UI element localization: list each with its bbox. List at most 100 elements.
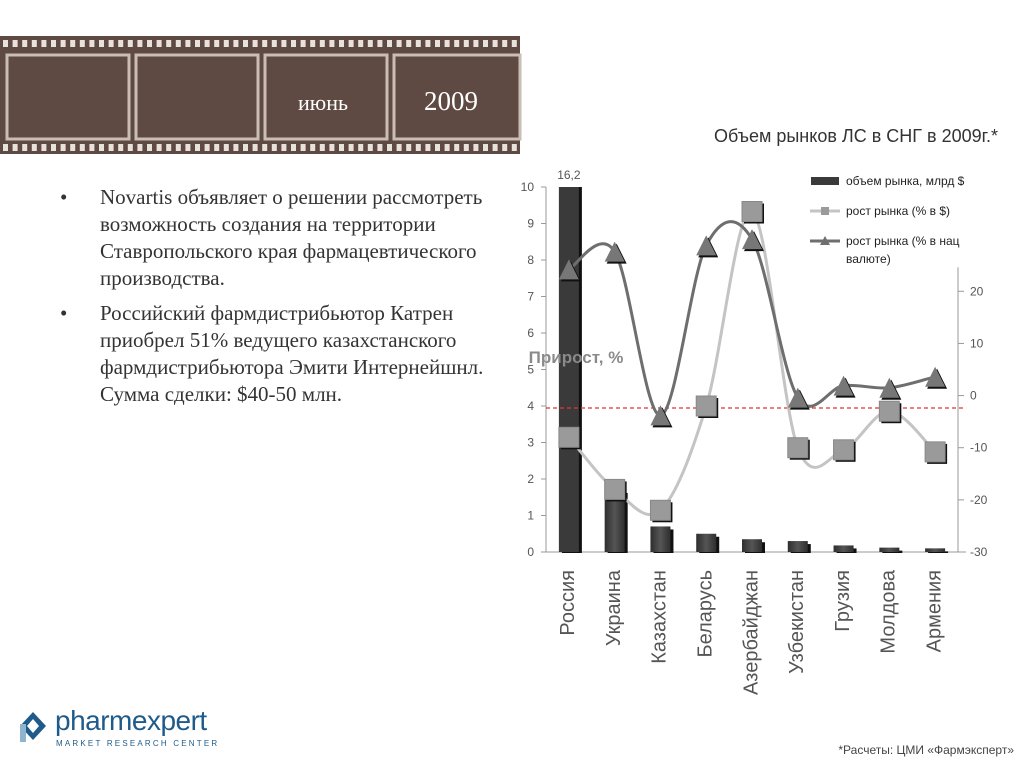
marker: [924, 441, 946, 463]
y-tick-label: 10: [521, 180, 535, 194]
hole: [262, 40, 268, 47]
hole: [166, 144, 172, 151]
legend: объем рынка, млрд $ рост рынка (% в $) р…: [810, 172, 980, 280]
hole: [415, 40, 421, 47]
bar: [879, 547, 900, 552]
x-tick-label: Украина: [603, 569, 625, 646]
hole: [396, 144, 402, 151]
bullet: Российский фармдистрибьютор Катрен приоб…: [60, 300, 492, 408]
hole: [435, 144, 440, 151]
marker: [649, 499, 671, 521]
hole: [185, 40, 191, 47]
month: июнь: [298, 90, 349, 115]
bar: [742, 539, 762, 552]
y2-tick-label: 10: [970, 336, 984, 350]
y-tick-label: 1: [527, 509, 534, 523]
hole: [233, 144, 239, 151]
bullet-list: Novartis объявляет о решении рассмотреть…: [60, 184, 492, 416]
hole: [60, 40, 66, 47]
y-tick-label: 8: [527, 253, 534, 267]
hole: [271, 40, 277, 47]
legend-swatch: [810, 207, 840, 215]
logo-icon: [20, 712, 46, 742]
marker: [695, 395, 717, 417]
hole: [99, 144, 104, 151]
hole: [511, 40, 517, 47]
legend-label: рост рынка (% в нац валюте): [846, 234, 960, 266]
hole: [367, 40, 373, 47]
hole: [262, 144, 268, 151]
marker: [604, 478, 626, 500]
marker: [558, 259, 579, 280]
legend-item: рост рынка (% в нац валюте): [810, 232, 980, 268]
marker: [742, 229, 762, 250]
hole: [175, 144, 181, 151]
x-tick-label: Россия: [557, 570, 579, 636]
hole: [31, 40, 37, 47]
y2-tick-label: 0: [970, 389, 977, 403]
hole: [348, 144, 354, 151]
hole: [454, 144, 460, 151]
bar: [604, 489, 625, 552]
hole: [483, 144, 488, 151]
marker: [787, 437, 809, 459]
line: [568, 220, 936, 417]
hole: [3, 40, 8, 47]
x-tick-label: Казахстан: [649, 570, 671, 664]
hole: [358, 144, 364, 151]
hole: [166, 40, 172, 47]
hole: [396, 40, 402, 47]
hole: [463, 144, 469, 151]
y2-axis-label: Прирост, %: [528, 348, 624, 367]
marker: [787, 387, 808, 408]
hole: [291, 144, 296, 151]
hole: [70, 144, 76, 151]
bar: [696, 533, 717, 552]
hole: [223, 40, 229, 47]
x-tick-label: Азербайджан: [740, 570, 762, 695]
marker: [558, 426, 580, 448]
hole: [147, 40, 152, 47]
hole: [3, 144, 8, 151]
hole: [425, 144, 431, 151]
hole: [12, 144, 18, 151]
hole: [387, 144, 392, 151]
y-tick-label: 3: [527, 436, 534, 450]
hole: [339, 144, 344, 151]
hole: [89, 40, 95, 47]
hole: [483, 40, 488, 47]
hole: [185, 144, 191, 151]
hole: [204, 144, 210, 151]
hole: [473, 144, 479, 151]
logo: pharmexpert: [55, 705, 207, 736]
hole: [387, 40, 392, 47]
hole: [204, 40, 210, 47]
hole: [156, 40, 162, 47]
bar: [650, 526, 671, 552]
hole: [310, 40, 316, 47]
bar: [833, 545, 854, 552]
hole: [358, 40, 364, 47]
x-tick-label: Молдова: [878, 569, 900, 653]
hole: [243, 144, 248, 151]
hole: [31, 144, 37, 151]
y-tick-label: 2: [527, 472, 534, 486]
hole: [271, 144, 277, 151]
source-note: *Расчеты: ЦМИ «Фармэксперт»: [838, 743, 1014, 757]
y2-tick-label: -30: [970, 545, 988, 559]
marker: [878, 400, 900, 422]
hole: [454, 40, 460, 47]
hole: [22, 40, 28, 47]
labels: 0 1 2 3 4 5 6 7 8 9 10 -30 -20 -10 0 10 20 Россия Украина К…: [521, 168, 988, 695]
marker: [741, 201, 763, 223]
hole: [406, 40, 412, 47]
y-tick-label: 6: [527, 326, 534, 340]
hole: [195, 144, 200, 151]
x-tick-label: Беларусь: [695, 570, 717, 657]
hole: [502, 144, 508, 151]
hole: [51, 144, 56, 151]
marker: [696, 235, 717, 256]
hole: [377, 40, 383, 47]
sprocket-holes: [3, 40, 517, 151]
